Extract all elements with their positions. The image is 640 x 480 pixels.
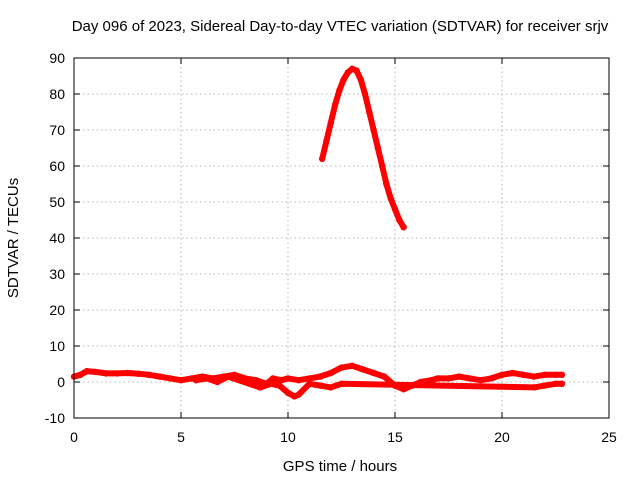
data-point (357, 76, 364, 83)
data-point (477, 377, 484, 384)
data-point (374, 144, 382, 152)
x-axis-label: GPS time / hours (283, 458, 397, 475)
data-point (113, 370, 121, 377)
y-axis-label: SDTVAR / TECUs (5, 178, 22, 298)
data-point (456, 373, 463, 380)
data-point (340, 76, 347, 83)
data-point (327, 369, 334, 377)
x-tick-label: 5 (177, 429, 185, 445)
data-point (552, 371, 559, 378)
y-tick-label: -10 (45, 410, 65, 426)
data-point (530, 373, 538, 380)
data-point (145, 371, 153, 378)
data-point (102, 370, 110, 377)
data-point (488, 375, 495, 382)
chart-title: Day 096 of 2023, Sidereal Day-to-day VTE… (72, 18, 609, 35)
y-tick-label: 0 (57, 374, 65, 390)
data-point (316, 382, 324, 389)
data-point (366, 108, 373, 116)
data-point (387, 195, 394, 202)
y-tick-label: 10 (49, 338, 65, 354)
data-point (396, 216, 403, 224)
data-point (306, 375, 313, 382)
data-point (381, 373, 388, 380)
data-point (92, 368, 99, 376)
data-point (327, 384, 334, 391)
data-point (400, 224, 407, 231)
x-tick-label: 10 (280, 429, 296, 445)
data-point (383, 180, 390, 188)
data-point (379, 162, 386, 170)
y-tick-label: 80 (49, 86, 65, 102)
data-point (284, 389, 292, 396)
data-point (349, 362, 356, 369)
x-tick-label: 15 (387, 429, 403, 445)
data-point (267, 380, 275, 387)
x-tick-label: 0 (70, 429, 78, 445)
data-point (214, 378, 221, 386)
data-point (466, 375, 474, 382)
data-point (257, 384, 264, 391)
data-point (156, 373, 163, 380)
axis-ticks: 0 5 10 15 20 25 -10 0 10 20 30 40 50 60 70 80 90 (45, 50, 617, 445)
data-point (338, 364, 345, 371)
y-tick-label: 20 (49, 302, 65, 318)
y-tick-label: 30 (49, 266, 65, 282)
data-point (327, 119, 334, 127)
data-point (331, 101, 339, 109)
y-tick-label: 60 (49, 158, 65, 174)
data-point (77, 371, 84, 378)
data-point (434, 375, 441, 382)
data-point (361, 90, 369, 98)
y-tick-label: 50 (49, 194, 65, 210)
y-tick-label: 70 (49, 122, 65, 138)
data-point (445, 375, 452, 382)
data-point (224, 373, 232, 380)
data-point (316, 373, 324, 380)
y-tick-label: 90 (49, 50, 65, 66)
data-point (192, 377, 200, 384)
data-point (203, 375, 210, 382)
data-point (276, 382, 283, 389)
x-tick-label: 25 (601, 429, 617, 445)
data-point (338, 380, 345, 387)
data-point (509, 369, 516, 377)
data-point (278, 377, 285, 384)
data-point (541, 382, 548, 389)
data-point (83, 368, 91, 375)
data-point (135, 370, 142, 377)
data-point (295, 391, 302, 398)
data-point (336, 87, 343, 94)
data-point (498, 371, 506, 378)
data-point (319, 155, 326, 162)
data-point (252, 377, 260, 384)
data-point (284, 375, 292, 382)
data-point (541, 371, 548, 378)
grid (74, 58, 609, 418)
x-tick-label: 20 (494, 429, 510, 445)
data-point (359, 366, 367, 373)
data-point (124, 369, 131, 377)
data-point (306, 380, 313, 387)
data-point (323, 137, 330, 144)
data-point (558, 380, 566, 387)
data-point (391, 206, 399, 213)
data-point (370, 369, 377, 377)
data-point (552, 380, 559, 387)
data-point (520, 371, 527, 378)
data-point (295, 377, 302, 384)
data-point (344, 69, 352, 76)
data-point (428, 377, 435, 384)
data-point (558, 371, 566, 378)
data-point (177, 377, 185, 384)
y-tick-label: 40 (49, 230, 65, 246)
data-point (167, 375, 174, 382)
data-point (269, 375, 277, 382)
series-layer (70, 65, 566, 400)
data-point (370, 126, 377, 134)
data-point (530, 384, 538, 391)
data-point (353, 67, 360, 74)
